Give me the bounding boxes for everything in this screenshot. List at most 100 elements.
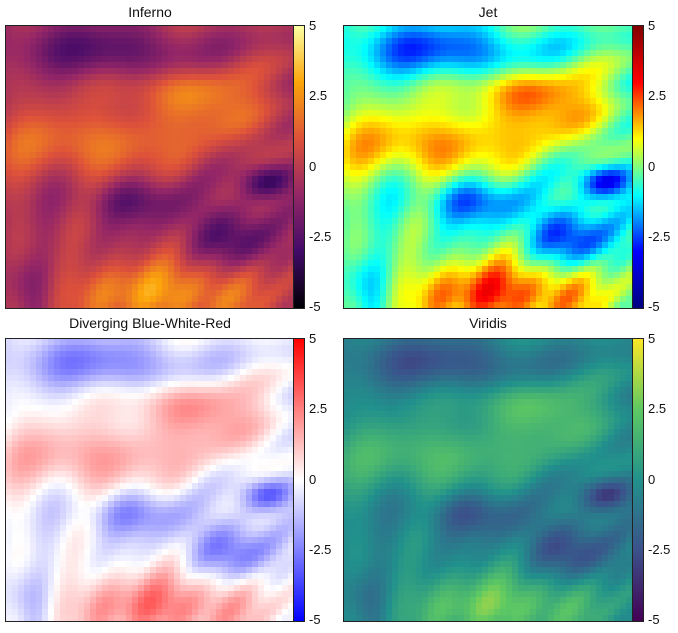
heatmap-cell — [72, 236, 79, 243]
heatmap-cell — [500, 296, 507, 303]
heatmap-cell — [216, 146, 223, 153]
heatmap-cell — [162, 296, 169, 303]
heatmap-cell — [374, 278, 381, 285]
heatmap-cell — [252, 188, 259, 195]
heatmap-cell — [500, 152, 507, 159]
heatmap-cell — [150, 98, 157, 105]
heatmap-cell — [102, 62, 109, 69]
heatmap-cell — [530, 110, 537, 117]
heatmap-cell — [500, 128, 507, 135]
heatmap-cell — [234, 194, 241, 201]
heatmap-cell — [204, 278, 211, 285]
heatmap-cell — [452, 122, 459, 129]
heatmap-cell — [24, 369, 31, 376]
heatmap-cell — [458, 254, 465, 261]
heatmap-cell — [264, 140, 271, 147]
heatmap-cell — [24, 80, 31, 87]
heatmap-cell — [620, 242, 627, 249]
heatmap-cell — [506, 68, 513, 75]
heatmap-cell — [374, 236, 381, 243]
heatmap-cell — [210, 381, 217, 388]
heatmap-cell — [102, 351, 109, 358]
heatmap-cell — [524, 176, 531, 183]
heatmap-cell — [180, 128, 187, 135]
heatmap-cell — [120, 170, 127, 177]
heatmap-cell — [162, 290, 169, 297]
heatmap-cell — [96, 339, 103, 346]
heatmap-cell — [404, 74, 411, 81]
heatmap-cell — [452, 128, 459, 135]
heatmap-cell — [608, 86, 615, 93]
heatmap-cell — [560, 26, 567, 33]
heatmap-cell — [428, 218, 435, 225]
heatmap-cell — [578, 272, 585, 279]
heatmap-cell — [174, 345, 181, 352]
heatmap-cell — [344, 110, 351, 117]
heatmap-cell — [90, 284, 97, 291]
heatmap-cell — [102, 248, 109, 255]
heatmap-cell — [476, 182, 483, 189]
heatmap-cell — [620, 272, 627, 279]
heatmap-cell — [210, 363, 217, 370]
heatmap-cell — [48, 68, 55, 75]
heatmap-cell — [614, 260, 621, 267]
heatmap-cell — [578, 50, 585, 57]
heatmap-cell — [536, 302, 543, 308]
heatmap-cell — [78, 194, 85, 201]
heatmap-cell — [156, 284, 163, 291]
heatmap-cell — [554, 50, 561, 57]
heatmap-cell — [434, 224, 441, 231]
heatmap-cell — [608, 122, 615, 129]
heatmap-cell — [620, 140, 627, 147]
heatmap-cell — [246, 122, 253, 129]
heatmap-cell — [18, 381, 25, 388]
heatmap-cell — [240, 92, 247, 99]
heatmap-cell — [602, 104, 609, 111]
heatmap-cell — [90, 56, 97, 63]
heatmap-cell — [578, 302, 585, 308]
heatmap-cell — [120, 200, 127, 207]
heatmap-cell — [108, 351, 115, 358]
heatmap-cell — [210, 339, 217, 346]
heatmap-cell — [554, 92, 561, 99]
heatmap-cell — [614, 140, 621, 147]
heatmap-cell — [524, 98, 531, 105]
heatmap-cell — [368, 260, 375, 267]
heatmap-cell — [518, 140, 525, 147]
heatmap-cell — [48, 62, 55, 69]
heatmap-cell — [410, 158, 417, 165]
heatmap-cell — [356, 152, 363, 159]
heatmap-cell — [42, 116, 49, 123]
heatmap-cell — [198, 44, 205, 51]
heatmap-cell — [54, 363, 61, 370]
heatmap-cell — [6, 236, 13, 243]
heatmap-cell — [494, 242, 501, 249]
heatmap-cell — [60, 369, 67, 376]
heatmap-cell — [374, 260, 381, 267]
heatmap-cell — [114, 272, 121, 279]
heatmap-cell — [356, 278, 363, 285]
heatmap-cell — [30, 74, 37, 81]
heatmap-cell — [626, 122, 632, 129]
heatmap-cell — [204, 158, 211, 165]
heatmap-cell — [162, 104, 169, 111]
heatmap-cell — [162, 339, 169, 346]
heatmap-cell — [228, 32, 235, 39]
heatmap-cell — [554, 266, 561, 273]
heatmap-cell — [66, 345, 73, 352]
heatmap-cell — [416, 290, 423, 297]
heatmap-cell — [434, 200, 441, 207]
heatmap-cell — [392, 296, 399, 303]
heatmap-cell — [168, 290, 175, 297]
heatmap-cell — [620, 194, 627, 201]
heatmap-cell — [506, 248, 513, 255]
heatmap-cell — [144, 339, 151, 346]
heatmap-cell — [530, 176, 537, 183]
heatmap-cell — [452, 296, 459, 303]
heatmap-cell — [174, 74, 181, 81]
heatmap-cell — [518, 284, 525, 291]
heatmap-cell — [138, 206, 145, 213]
heatmap-cell — [276, 50, 283, 57]
heatmap-cell — [30, 80, 37, 87]
heatmap-cell — [488, 56, 495, 63]
